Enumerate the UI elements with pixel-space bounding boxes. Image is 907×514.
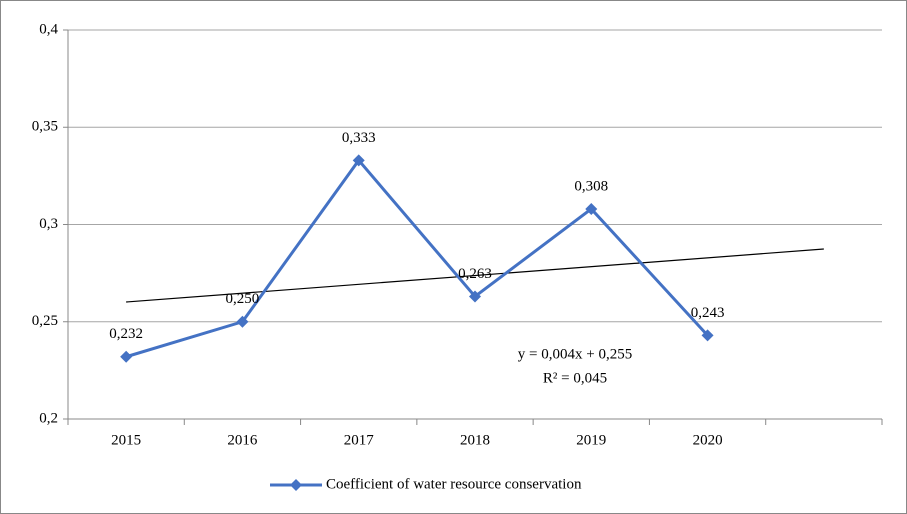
marker bbox=[701, 329, 714, 342]
data-label: 0,308 bbox=[574, 178, 608, 194]
trend-equation: y = 0,004x + 0,255 bbox=[518, 346, 632, 362]
x-tick-label: 2016 bbox=[227, 432, 258, 448]
trend-r2: R² = 0,045 bbox=[543, 370, 607, 386]
x-tick-label: 2019 bbox=[576, 432, 606, 448]
y-tick-label: 0,25 bbox=[32, 313, 58, 329]
y-tick-label: 0,35 bbox=[32, 119, 58, 135]
x-tick-label: 2020 bbox=[693, 432, 723, 448]
marker bbox=[469, 290, 481, 303]
x-tick-label: 2015 bbox=[111, 432, 141, 448]
data-label: 0,333 bbox=[342, 130, 376, 146]
x-tick-label: 2017 bbox=[344, 432, 375, 448]
legend-marker bbox=[290, 479, 302, 491]
x-tick-label: 2018 bbox=[460, 432, 490, 448]
trendline bbox=[126, 248, 824, 303]
marker bbox=[352, 154, 365, 167]
data-label: 0,243 bbox=[691, 305, 725, 321]
data-label: 0,232 bbox=[109, 326, 143, 342]
marker bbox=[585, 202, 598, 215]
marker bbox=[236, 315, 249, 328]
y-tick-label: 0,3 bbox=[39, 216, 58, 232]
marker bbox=[120, 350, 133, 363]
legend-label: Coefficient of water resource conservati… bbox=[326, 476, 582, 492]
data-label: 0,263 bbox=[458, 266, 492, 282]
series-line bbox=[125, 157, 709, 359]
data-label: 0,250 bbox=[226, 291, 260, 307]
y-tick-label: 0,4 bbox=[39, 21, 58, 37]
y-tick-label: 0,2 bbox=[39, 410, 58, 426]
